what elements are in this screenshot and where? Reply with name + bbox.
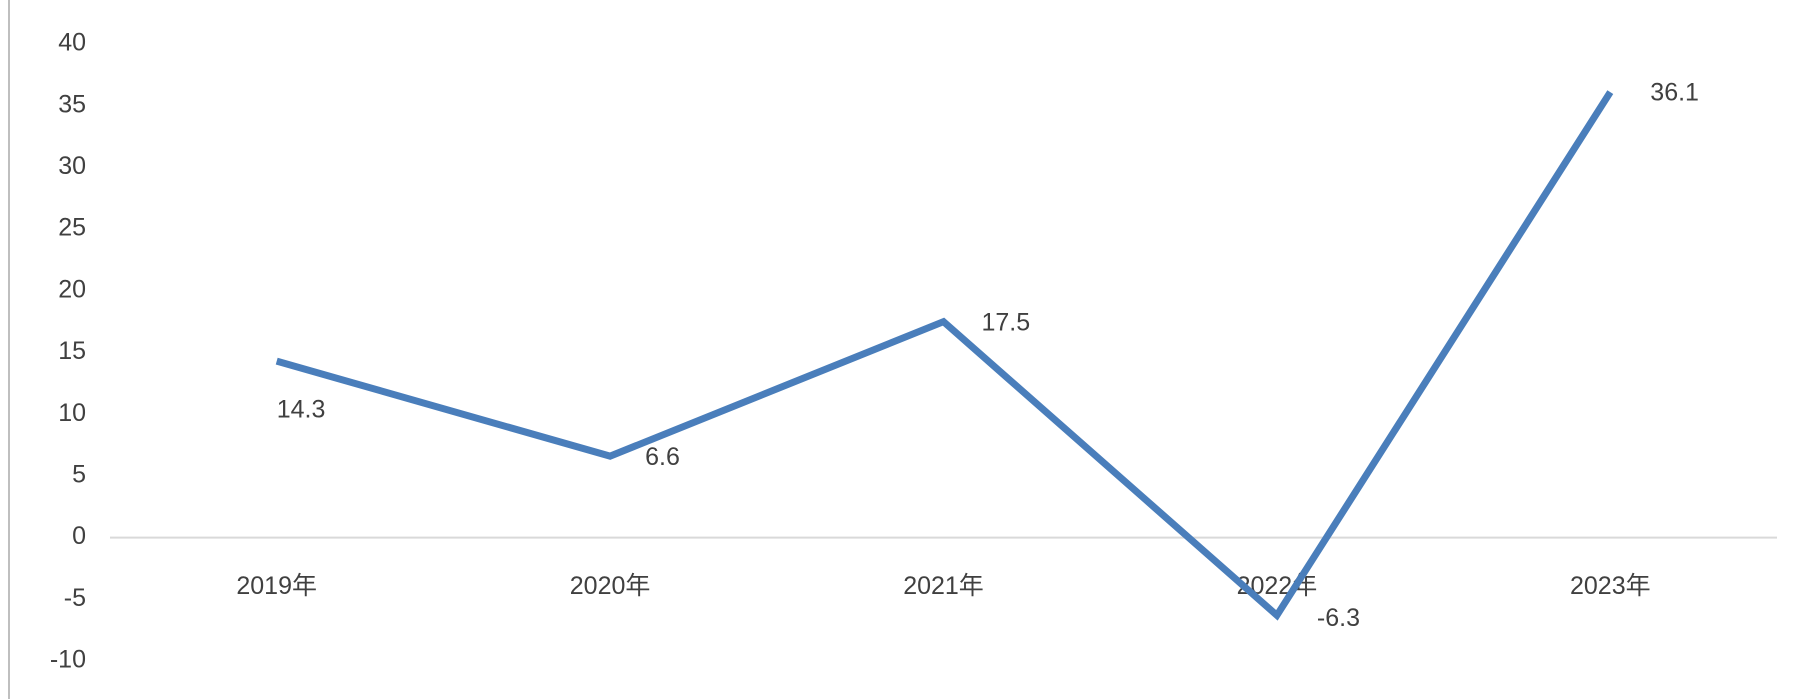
y-tick-label: 30 xyxy=(58,152,86,180)
y-tick-label: 35 xyxy=(58,90,86,118)
x-tick-label: 2020年 xyxy=(570,572,651,600)
x-tick-label: 2021年 xyxy=(903,572,984,600)
y-tick-label: 0 xyxy=(72,522,86,550)
y-tick-label: 10 xyxy=(58,399,86,427)
data-label: -6.3 xyxy=(1317,604,1360,632)
y-tick-label: 5 xyxy=(72,461,86,489)
y-tick-label: 15 xyxy=(58,337,86,365)
data-label: 36.1 xyxy=(1650,79,1699,107)
y-tick-label: -10 xyxy=(50,646,86,674)
x-tick-label: 2019年 xyxy=(236,572,317,600)
data-label: 6.6 xyxy=(645,443,680,471)
x-tick-label: 2023年 xyxy=(1570,572,1651,600)
y-tick-label: 40 xyxy=(58,29,86,57)
data-line xyxy=(275,90,1614,621)
y-tick-label: 25 xyxy=(58,214,86,242)
data-label: 14.3 xyxy=(277,396,326,424)
data-label: 17.5 xyxy=(982,308,1031,336)
y-tick-label: -5 xyxy=(64,584,86,612)
y-tick-label: 20 xyxy=(58,275,86,303)
